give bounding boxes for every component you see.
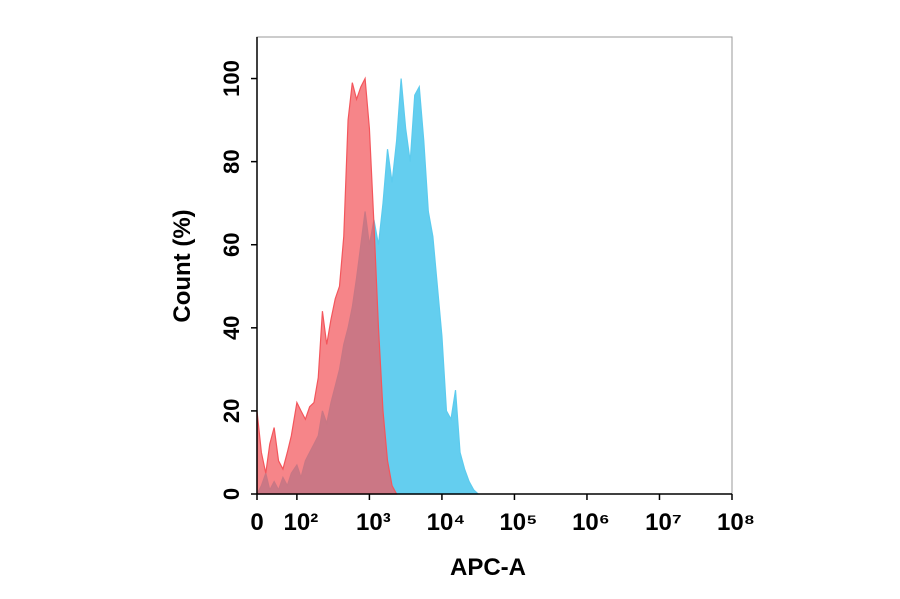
- y-tick-label: 0: [219, 488, 244, 500]
- y-tick-label: 60: [219, 232, 244, 256]
- x-tick-label: 10⁵: [499, 509, 537, 536]
- x-tick-label: 10²: [284, 509, 319, 536]
- x-tick-label: 10⁶: [572, 509, 610, 536]
- x-tick-label: 10⁸: [717, 509, 755, 536]
- y-axis-label: Count (%): [169, 209, 196, 322]
- x-tick-label: 0: [250, 509, 263, 536]
- y-tick-label: 100: [219, 60, 244, 97]
- x-tick-label: 10³: [356, 509, 391, 536]
- x-tick-label: 10⁷: [645, 509, 682, 536]
- x-tick-label: 10⁴: [427, 509, 466, 536]
- x-axis-label: APC-A: [450, 554, 526, 581]
- y-tick-label: 80: [219, 149, 244, 173]
- y-tick-label: 20: [219, 399, 244, 423]
- histogram-area: [256, 76, 398, 495]
- y-tick-label: 40: [219, 316, 244, 340]
